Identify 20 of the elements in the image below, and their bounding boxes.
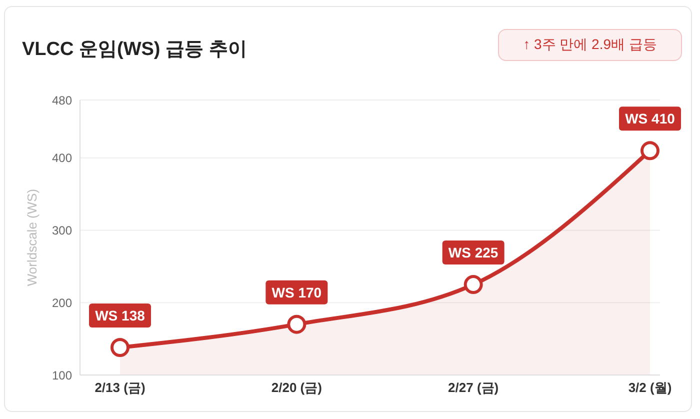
x-tick-label: 2/20 (금) bbox=[271, 380, 322, 396]
x-tick-label: 2/27 (금) bbox=[448, 380, 499, 396]
y-tick-label: 200 bbox=[52, 296, 72, 310]
text: ↑ 3주 만에 2.9배 급등 bbox=[498, 29, 682, 61]
x-tick-label: 2/13 (금) bbox=[94, 380, 146, 396]
x-tick-label: 3/2 (월) bbox=[628, 380, 672, 396]
y-axis-title: Worldscale (WS) bbox=[24, 188, 40, 286]
data-label: WS 138 bbox=[95, 308, 146, 324]
data-label: WS 225 bbox=[448, 244, 498, 261]
y-tick-label: 100 bbox=[52, 368, 72, 382]
data-label: WS 410 bbox=[625, 110, 676, 127]
y-tick-label: 480 bbox=[52, 93, 72, 108]
point bbox=[110, 338, 130, 357]
data-label: WS 170 bbox=[272, 284, 322, 300]
point bbox=[464, 275, 483, 294]
point bbox=[287, 314, 306, 334]
point bbox=[640, 141, 660, 160]
y-tick-label: 300 bbox=[52, 224, 72, 238]
y-tick-label: 400 bbox=[52, 151, 72, 166]
chart-title: VLCC 운임(WS) 급등 추이 bbox=[22, 38, 247, 62]
